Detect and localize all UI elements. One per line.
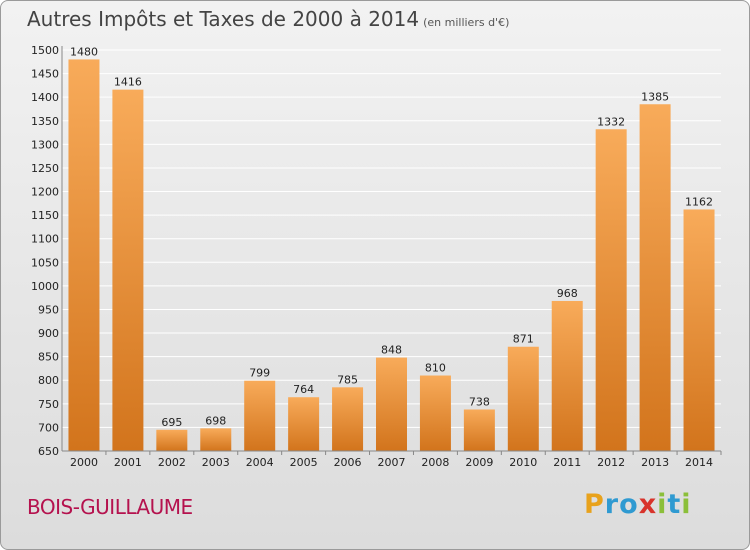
logo-letter: o [619, 489, 639, 520]
y-tick-label: 650 [38, 445, 59, 458]
axes: 650 700 750 800 850 900 950 1000 1050 1100 1150 120… [31, 44, 722, 469]
x-tick-label: 2007 [378, 456, 406, 469]
x-tick-label: 2008 [421, 456, 449, 469]
logo-letter: P [584, 489, 605, 520]
y-tick-label: 1200 [31, 186, 59, 199]
value-label: 1416 [114, 76, 142, 89]
y-tick-label: 1300 [31, 138, 59, 151]
chart-title-text: Autres Impôts et Taxes de 2000 à 2014 [27, 7, 420, 31]
bar-2001 [112, 89, 144, 451]
bar-2011 [551, 300, 583, 451]
x-tick-label: 2013 [641, 456, 669, 469]
bars: 1480 1416 695 698 799 764 785 848 810 738 871 968 13… [68, 45, 715, 452]
y-tick-label: 1100 [31, 233, 59, 246]
value-label: 764 [293, 383, 314, 396]
chart-title: Autres Impôts et Taxes de 2000 à 2014 (en… [27, 7, 509, 31]
x-tick-label: 2002 [158, 456, 186, 469]
x-tick-label: 2003 [202, 456, 230, 469]
y-tick-label: 800 [38, 374, 59, 387]
value-label: 968 [557, 287, 578, 300]
value-label: 698 [205, 414, 226, 427]
x-tick-label: 2004 [246, 456, 274, 469]
y-tick-label: 750 [38, 398, 59, 411]
value-label: 799 [249, 367, 270, 380]
bar-2014 [683, 209, 715, 451]
logo-letter: t [667, 489, 682, 520]
y-tick-label: 950 [38, 303, 59, 316]
value-label: 1385 [641, 90, 669, 103]
bar-2010 [507, 346, 539, 451]
logo-letter: r [604, 489, 620, 520]
value-label: 1332 [597, 115, 625, 128]
value-label: 810 [425, 362, 446, 375]
x-tick-label: 2009 [465, 456, 493, 469]
y-tick-label: 1250 [31, 162, 59, 175]
x-tick-label: 2010 [509, 456, 537, 469]
value-label: 848 [381, 344, 402, 357]
y-tick-label: 1450 [31, 68, 59, 81]
logo-letter: x [638, 489, 658, 520]
value-label: 871 [513, 333, 534, 346]
x-tick-label: 2001 [114, 456, 142, 469]
bar-2006 [332, 387, 364, 451]
y-tick-label: 1400 [31, 91, 59, 104]
bar-2009 [463, 409, 495, 451]
x-tick-label: 2000 [70, 456, 98, 469]
y-tick-label: 1000 [31, 280, 59, 293]
y-tick-label: 850 [38, 351, 59, 364]
value-label: 785 [337, 373, 358, 386]
bar-2013 [639, 104, 671, 452]
chart-unit: (en milliers d'€) [423, 16, 510, 29]
town-name: BOIS-GUILLAUME [27, 495, 193, 519]
x-tick-label: 2014 [685, 456, 713, 469]
value-label: 738 [469, 395, 490, 408]
y-tick-label: 1050 [31, 256, 59, 269]
bar-2005 [288, 397, 320, 451]
value-label: 1162 [685, 195, 713, 208]
value-label: 1480 [70, 45, 98, 58]
bar-2002 [156, 429, 188, 451]
y-tick-label: 700 [38, 421, 59, 434]
x-tick-label: 2005 [290, 456, 318, 469]
x-tick-label: 2006 [334, 456, 362, 469]
bar-2008 [419, 375, 451, 451]
logo-letter: i [657, 489, 668, 520]
y-tick-label: 1350 [31, 115, 59, 128]
bar-2000 [68, 59, 100, 451]
logo-letter: i [681, 489, 692, 520]
x-tick-label: 2011 [553, 456, 581, 469]
y-tick-label: 1150 [31, 209, 59, 222]
proxiti-logo: Proxiti [584, 489, 692, 520]
bar-2004 [244, 380, 276, 451]
bar-2007 [376, 357, 407, 451]
x-tick-label: 2012 [597, 456, 625, 469]
bar-2012 [595, 129, 627, 451]
bar-2003 [200, 428, 232, 451]
y-tick-label: 900 [38, 327, 59, 340]
y-tick-label: 1500 [31, 44, 59, 57]
value-label: 695 [161, 416, 182, 429]
